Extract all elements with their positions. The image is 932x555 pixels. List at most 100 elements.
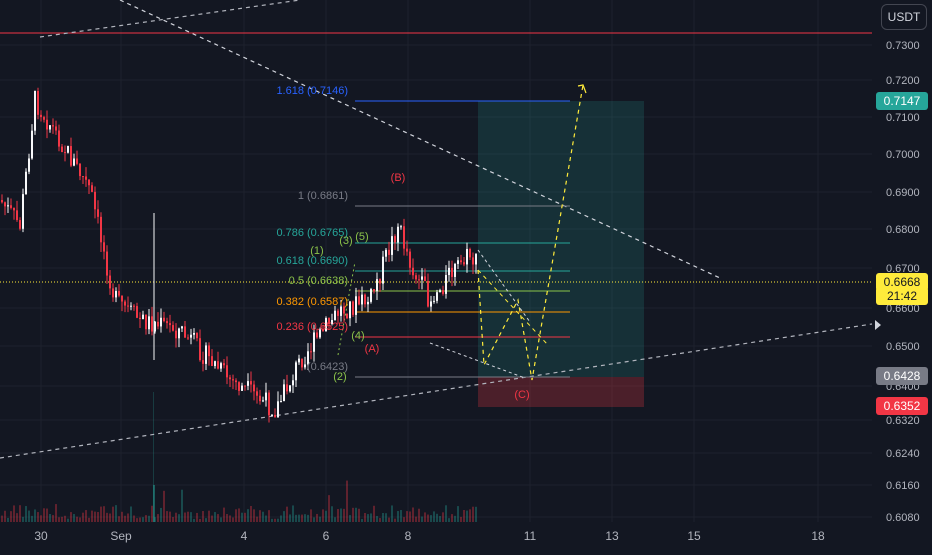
fib-label: 0.5 (0.6638) [289, 275, 348, 287]
x-tick-label: 15 [687, 529, 701, 543]
volume-bar [163, 490, 165, 522]
volume-bar [472, 506, 474, 522]
volume-bar [85, 510, 87, 522]
candle-body [43, 117, 45, 120]
projection-path-alt [477, 269, 549, 346]
candle-body [19, 220, 21, 229]
volume-bar [400, 510, 402, 522]
volume-bar [229, 515, 231, 522]
volume-bar [4, 510, 6, 522]
candle-body [394, 236, 396, 243]
candle-body [25, 171, 27, 195]
volume-bar [298, 514, 300, 522]
candle-body [280, 401, 282, 403]
candle-body [202, 360, 204, 364]
volume-bar [10, 511, 12, 522]
volume-bar [1, 515, 3, 522]
volume-bar [292, 505, 294, 522]
candle-body [52, 125, 54, 127]
candle-body [223, 363, 225, 366]
candle-body [148, 316, 150, 330]
candle-body [34, 90, 36, 131]
position-zones [478, 101, 644, 407]
currency-button[interactable]: USDT [881, 4, 927, 30]
candle-body [40, 114, 42, 118]
y-tick-label: 0.6160 [886, 480, 920, 492]
volume-bar [82, 512, 84, 522]
volume-bar [355, 507, 357, 522]
scroll-right-icon[interactable] [875, 320, 881, 330]
candle-body [292, 380, 294, 386]
volume-bar [241, 512, 243, 522]
volume-bar [391, 505, 393, 522]
candle-body [415, 275, 417, 280]
candle-body [328, 318, 330, 324]
candle-body [232, 379, 234, 381]
annotation-labels: 1.618 (0.7146) 1 (0.6861) 0.786 (0.6765) 0.… [276, 85, 529, 401]
volume-bar [280, 515, 282, 522]
volume-bar [106, 512, 108, 522]
volume-bar [364, 512, 366, 522]
candle-body [187, 337, 189, 339]
candle-body [178, 328, 180, 339]
candle-body [163, 317, 165, 322]
volume-bar [130, 506, 132, 522]
projection-arrowhead [577, 84, 587, 94]
candle-body [94, 191, 96, 210]
volume-bar [169, 511, 171, 522]
candle-body [430, 301, 432, 307]
profit-zone [478, 101, 644, 377]
candle-body [364, 294, 366, 305]
volume-bar [151, 505, 153, 522]
volume-bar [253, 509, 255, 522]
volume-bar [49, 513, 51, 522]
candle-body [130, 305, 132, 307]
candle-body [238, 382, 240, 391]
volume-bar [325, 510, 327, 522]
price-label-bg [876, 397, 928, 415]
candle-body [421, 276, 423, 280]
volume-bar [76, 516, 78, 522]
grid [0, 0, 872, 522]
fib-label: 1 (0.6861) [298, 190, 348, 202]
volume-bar [295, 514, 297, 522]
candle-body [10, 205, 12, 208]
candle-body [127, 305, 129, 307]
y-tick-label: 0.7200 [886, 75, 920, 87]
volume-bar [268, 510, 270, 522]
candle-body [265, 392, 267, 401]
volume-bar [133, 515, 135, 522]
volume-bar [265, 515, 267, 522]
volume-bar [34, 509, 36, 522]
candle-body [109, 275, 111, 289]
candle-body [439, 290, 441, 293]
candle-body [403, 226, 405, 249]
candle-body [256, 391, 258, 396]
volume-bar [238, 508, 240, 522]
candle-body [283, 384, 285, 402]
volume-bar [346, 480, 348, 522]
axes: 0.7300 0.7200 0.7100 0.7000 0.6900 0.6800 0.67… [34, 40, 928, 543]
volume-bar [301, 514, 303, 522]
volume-bar [31, 515, 33, 522]
price-label: 21:42 [887, 289, 917, 303]
volume-bar [19, 505, 21, 522]
volume-bar [61, 516, 63, 522]
volume-bar [271, 518, 273, 522]
volume-bar [139, 517, 141, 522]
candle-body [97, 209, 99, 217]
volume-bar [190, 512, 192, 522]
candle-body [16, 210, 18, 221]
candle-body [445, 275, 447, 294]
wave-connector-green [337, 261, 356, 356]
candle-body [4, 202, 6, 207]
candle-body [199, 338, 201, 361]
volume-bar [463, 509, 465, 522]
candle-body [268, 392, 270, 416]
candle-body [124, 301, 126, 306]
candle-body [262, 400, 264, 402]
wave-label: (4) [351, 330, 364, 342]
volume-bar [37, 512, 39, 522]
